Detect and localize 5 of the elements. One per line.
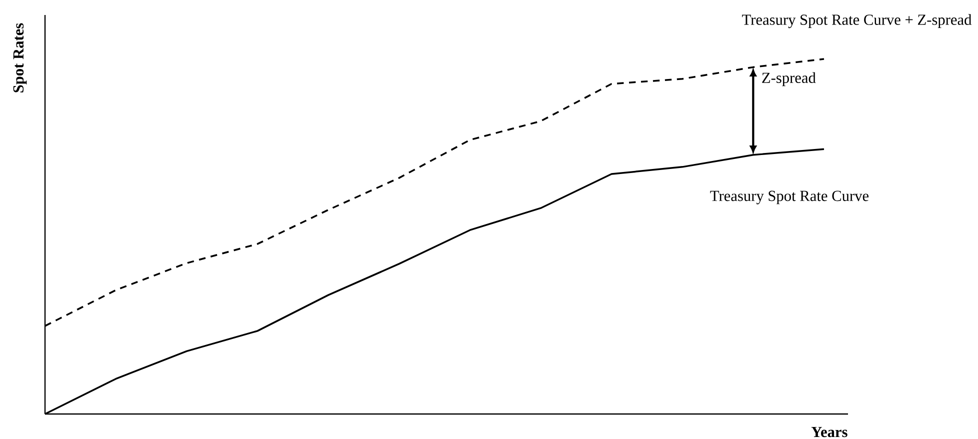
annotation: Z-spread (762, 72, 816, 86)
text: Treasury Spot Rate Curve + Z-spread (742, 14, 972, 28)
series-label: Treasury Spot Rate Curve (710, 190, 869, 204)
x-axis-title: Years (811, 426, 848, 438)
y-axis-title: Spot Rates (13, 23, 27, 92)
